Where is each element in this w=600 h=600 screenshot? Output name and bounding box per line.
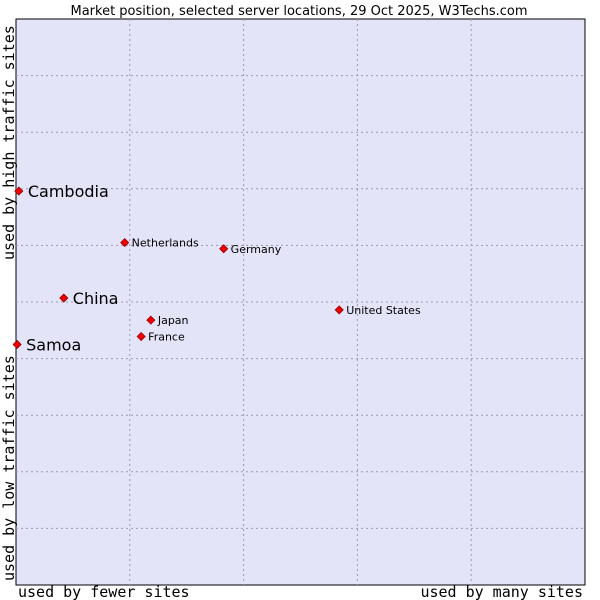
- grid-lines: [16, 19, 585, 585]
- chart-title: Market position, selected server locatio…: [70, 4, 527, 19]
- point-marker-samoa: [12, 339, 22, 350]
- point-marker-japan: [146, 315, 156, 325]
- data-points: Cambodia China Samoa Netherlands Germany Japa…: [12, 182, 421, 354]
- point-marker-united-states: [334, 305, 344, 315]
- point-label-germany: Germany: [231, 243, 282, 256]
- y-axis-label-low: used by low traffic sites: [0, 355, 18, 581]
- x-axis-label-low: used by fewer sites: [18, 583, 190, 600]
- point-label-cambodia: Cambodia: [28, 182, 109, 201]
- point-marker-china: [59, 293, 69, 303]
- point-label-japan: Japan: [157, 314, 189, 327]
- y-axis-label-high: used by high traffic sites: [0, 25, 18, 260]
- point-label-china: China: [73, 289, 119, 308]
- point-label-france: France: [148, 331, 185, 344]
- point-label-netherlands: Netherlands: [132, 237, 199, 250]
- point-marker-germany: [219, 244, 229, 254]
- point-label-samoa: Samoa: [26, 335, 81, 354]
- point-marker-cambodia: [14, 186, 24, 196]
- point-label-united-states: United States: [346, 304, 421, 317]
- plot-area: [15, 18, 586, 586]
- x-axis-label-high: used by many sites: [420, 583, 583, 600]
- point-marker-netherlands: [120, 238, 130, 248]
- point-marker-france: [136, 331, 146, 342]
